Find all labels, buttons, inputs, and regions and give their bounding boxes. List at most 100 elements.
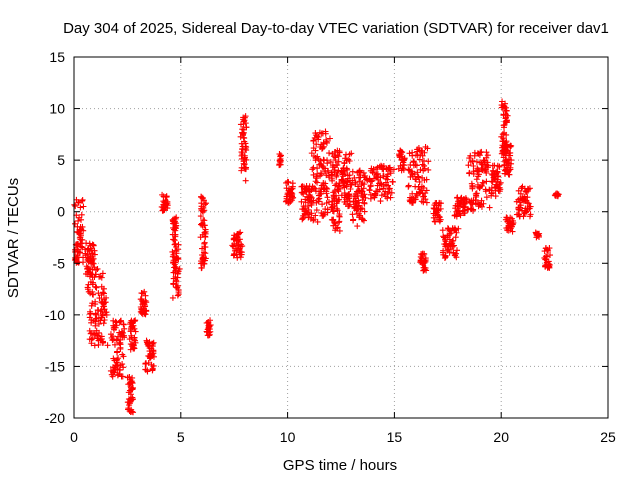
data-point-4	[127, 391, 134, 398]
data-point-29	[484, 152, 491, 159]
data-point-1	[90, 255, 97, 262]
data-point-24	[425, 166, 432, 173]
data-point-32	[507, 164, 514, 171]
data-point-4	[129, 385, 136, 392]
data-point-34	[515, 187, 522, 194]
data-point-14	[242, 143, 249, 150]
data-point-0	[72, 203, 79, 210]
data-point-2	[92, 311, 99, 318]
data-point-32	[508, 157, 515, 164]
data-point-8	[163, 194, 170, 201]
data-point-24	[414, 173, 421, 180]
data-point-18	[325, 199, 332, 206]
data-point-18	[324, 160, 331, 167]
data-point-2	[99, 289, 106, 296]
plot-frame	[73, 56, 609, 419]
y-tick-label: -5	[53, 255, 66, 271]
data-point-18	[322, 180, 329, 187]
data-point-22	[376, 186, 383, 193]
data-point-29	[481, 166, 488, 173]
data-point-22	[383, 173, 390, 180]
data-point-18	[317, 160, 324, 167]
data-point-37	[555, 191, 562, 198]
data-point-18	[324, 194, 331, 201]
data-point-9	[172, 240, 179, 247]
data-point-21	[357, 212, 364, 219]
data-point-22	[380, 162, 387, 169]
data-point-21	[359, 205, 366, 212]
data-point-0	[72, 220, 79, 227]
data-point-14	[243, 164, 250, 171]
data-point-13	[236, 236, 243, 243]
data-point-12	[207, 322, 214, 329]
data-point-2	[97, 317, 104, 324]
data-point-7	[150, 339, 157, 346]
data-point-24	[412, 161, 419, 168]
y-tick-label: -15	[45, 358, 65, 374]
data-point-3	[119, 361, 126, 368]
x-axis-label: GPS time / hours	[283, 457, 397, 474]
data-point-5	[131, 335, 138, 342]
data-point-36	[546, 245, 553, 252]
data-point-19	[333, 192, 340, 199]
data-point-23	[399, 149, 406, 156]
data-point-2	[103, 311, 110, 318]
data-point-2	[89, 300, 96, 307]
data-point-29	[480, 179, 487, 186]
data-point-13	[239, 243, 246, 250]
data-point-34	[520, 213, 527, 220]
data-point-6	[142, 292, 149, 299]
data-point-20	[348, 181, 355, 188]
data-point-22	[369, 177, 376, 184]
data-point-19	[336, 196, 343, 203]
data-point-16	[283, 195, 290, 202]
data-point-2	[100, 285, 107, 292]
data-point-24	[425, 158, 432, 165]
data-point-24	[412, 196, 419, 203]
data-point-35	[536, 230, 543, 237]
data-point-2	[101, 303, 107, 310]
data-point-9	[169, 294, 176, 301]
data-point-21	[360, 185, 367, 192]
data-point-30	[496, 163, 503, 170]
data-point-36	[547, 252, 554, 259]
data-point-2	[94, 332, 101, 339]
data-point-18	[318, 190, 325, 197]
data-point-30	[496, 188, 503, 195]
data-point-22	[377, 198, 384, 205]
data-point-2	[89, 291, 96, 298]
data-point-9	[176, 265, 183, 272]
data-point-2	[103, 294, 110, 301]
data-point-18	[315, 198, 322, 205]
data-point-24	[422, 196, 429, 203]
data-point-18	[314, 179, 321, 186]
data-point-30	[493, 181, 500, 188]
data-point-29	[466, 169, 473, 176]
data-point-9	[175, 241, 182, 248]
data-point-18	[323, 139, 330, 146]
data-point-9	[170, 251, 177, 258]
data-point-24	[423, 187, 430, 194]
data-point-22	[373, 172, 380, 179]
data-point-33	[509, 221, 516, 228]
data-point-8	[164, 202, 171, 209]
data-point-29	[480, 200, 487, 207]
x-axis-ticks: 0 5 10 15 20 25	[70, 57, 616, 445]
data-point-19	[335, 153, 342, 160]
data-point-0	[80, 227, 87, 234]
data-point-29	[482, 188, 489, 195]
data-point-24	[421, 165, 428, 172]
data-point-1	[89, 241, 96, 248]
data-point-18	[323, 188, 330, 195]
data-point-22	[374, 173, 381, 180]
data-point-4	[129, 374, 136, 381]
data-point-11	[202, 255, 209, 262]
data-point-13	[238, 249, 245, 256]
data-point-29	[478, 148, 485, 155]
data-point-22	[368, 178, 375, 185]
data-point-2	[92, 301, 99, 308]
data-point-34	[524, 194, 531, 201]
data-point-20	[346, 195, 353, 202]
data-point-11	[203, 200, 210, 207]
data-point-27	[450, 242, 457, 249]
